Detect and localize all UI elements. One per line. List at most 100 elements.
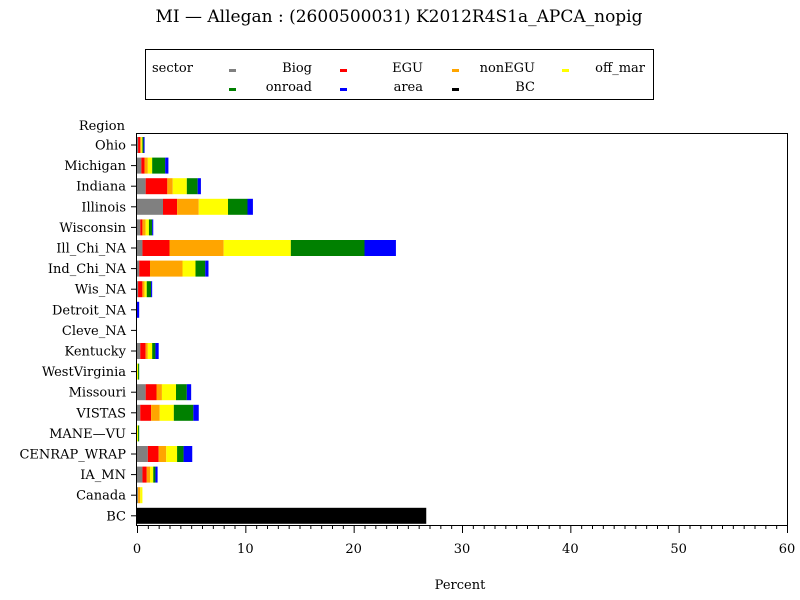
legend-title: sector xyxy=(152,61,194,76)
bar-segment xyxy=(138,281,143,298)
bar-segment xyxy=(145,343,148,359)
bar-segment xyxy=(153,466,156,483)
bar-segment xyxy=(138,425,140,442)
y-tick-label: Ind_Chi_NA xyxy=(48,262,127,277)
plot-frame xyxy=(136,133,788,526)
x-axis: 0 10 20 30 40 50 60 xyxy=(133,526,795,557)
bar-segment xyxy=(197,178,201,195)
legend-label: BC xyxy=(515,80,535,95)
bar-segment xyxy=(141,157,145,174)
y-tick-label: CENRAP_WRAP xyxy=(19,448,126,463)
bar-segment xyxy=(137,466,143,483)
legend-label: Biog xyxy=(282,61,312,76)
bar-segment xyxy=(137,363,139,380)
bar-segment xyxy=(137,157,142,174)
x-tick-label: 60 xyxy=(779,542,796,557)
y-tick-label: Canada xyxy=(76,489,126,504)
bar-segment xyxy=(140,404,152,421)
y-tick-label: Cleve_NA xyxy=(62,324,127,339)
bar-segment xyxy=(142,240,170,256)
bar-segment xyxy=(137,404,141,421)
bar-segment xyxy=(147,446,159,462)
bar-segment xyxy=(158,446,167,462)
bar-segment xyxy=(195,260,206,277)
legend-swatch xyxy=(562,69,569,72)
y-tick-label: BC xyxy=(106,509,126,524)
bar-segment xyxy=(140,487,143,504)
y-tick-label: Illinois xyxy=(81,200,126,215)
x-tick-label: 50 xyxy=(670,542,687,557)
y-tick-label: Kentucky xyxy=(64,345,126,360)
y-axis-label: Region xyxy=(79,119,126,134)
bar-segment xyxy=(145,219,149,236)
bar-segment xyxy=(223,240,291,256)
x-tick-label: 40 xyxy=(562,542,579,557)
y-tick-label: Ill_Chi_NA xyxy=(56,242,126,257)
bar-segment xyxy=(140,343,146,359)
y-tick-label: Indiana xyxy=(76,180,126,195)
bar-segment xyxy=(143,137,145,153)
bar-segment xyxy=(137,137,139,153)
bar-segment xyxy=(142,137,144,153)
bar-segment xyxy=(137,281,139,298)
legend-swatch xyxy=(229,88,236,91)
bar-segment xyxy=(151,404,160,421)
bar-segment xyxy=(165,157,169,174)
legend-swatch xyxy=(452,88,459,91)
bar-segment xyxy=(144,157,148,174)
y-tick-label: Missouri xyxy=(69,386,126,401)
bar-segment xyxy=(140,137,142,153)
bar-segment xyxy=(167,178,173,195)
y-tick-label: IA_MN xyxy=(80,468,126,483)
legend-swatch xyxy=(452,69,459,72)
bar-segment xyxy=(182,260,196,277)
bar-segment xyxy=(364,240,396,256)
bar-segment xyxy=(193,404,199,421)
bar-segment xyxy=(155,466,158,483)
bar-segment xyxy=(139,260,150,277)
bar-segment xyxy=(137,507,427,524)
y-tick-label: Detroit_NA xyxy=(52,303,127,318)
legend-box xyxy=(145,49,654,100)
legend-label: area xyxy=(394,80,424,95)
bar-segment xyxy=(137,343,141,359)
y-tick-label: WestVirginia xyxy=(42,365,126,380)
bar-segment xyxy=(205,260,209,277)
y-tick-label: Wis_NA xyxy=(75,283,127,298)
bar-segment xyxy=(173,404,194,421)
bar-segment xyxy=(141,137,143,153)
bar-segment xyxy=(161,384,176,401)
bar-segment xyxy=(137,301,140,318)
bar-segment xyxy=(228,198,248,215)
bar-segment xyxy=(147,157,153,174)
bar-segment xyxy=(169,240,224,256)
y-tick-labels: Ohio Michigan Indiana Illinois Wisconsin Ill_… xyxy=(19,139,137,524)
y-tick-label: Wisconsin xyxy=(59,221,126,236)
bar-segment xyxy=(142,219,146,236)
bar-segment xyxy=(137,178,146,195)
bar-segment xyxy=(150,466,154,483)
bar-segment xyxy=(145,384,157,401)
bars xyxy=(137,137,427,524)
bar-segment xyxy=(144,281,147,298)
bar-segment xyxy=(137,198,163,215)
bar-segment xyxy=(155,343,159,359)
bar-segment xyxy=(142,466,147,483)
bar-segment xyxy=(138,137,141,153)
bar-segment xyxy=(152,157,166,174)
bar-segment xyxy=(290,240,365,256)
y-tick-label: MANE—VU xyxy=(49,427,126,442)
x-axis-label: Percent xyxy=(435,578,486,593)
bar-segment xyxy=(163,198,178,215)
bar-segment xyxy=(152,343,156,359)
bar-segment xyxy=(138,363,140,380)
x-tick-label: 10 xyxy=(237,542,254,557)
bar-segment xyxy=(146,281,152,298)
bar-segment xyxy=(186,384,192,401)
bar-segment xyxy=(138,487,141,504)
y-tick-label: VISTAS xyxy=(75,406,126,421)
legend-label: off_mar xyxy=(595,61,646,76)
bar-segment xyxy=(137,384,146,401)
bar-segment xyxy=(177,198,199,215)
